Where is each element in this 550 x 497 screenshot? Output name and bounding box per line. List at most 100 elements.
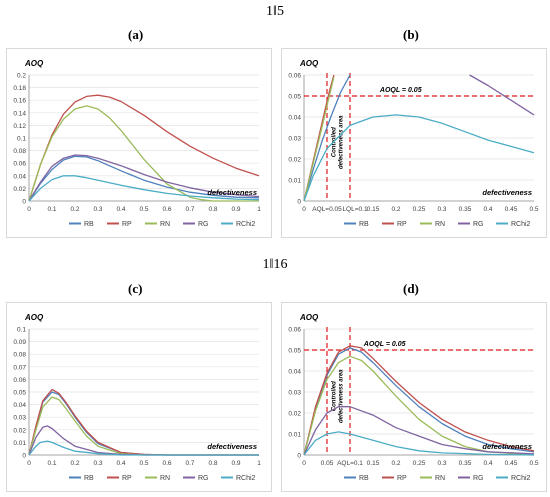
y-tick-label: 0.06 — [288, 73, 301, 80]
aql-tick-label: AQL=0.05 — [312, 206, 342, 213]
y-tick-label: 0 — [297, 199, 301, 206]
y-tick-label: 0 — [297, 453, 301, 460]
y-tick-label: 0 — [22, 453, 26, 460]
y-tick-label: 0.03 — [13, 415, 26, 422]
x-axis-title: defectiveness — [482, 442, 532, 451]
y-tick-label: 0.01 — [13, 440, 26, 447]
x-tick-label: 0.45 — [505, 460, 518, 467]
x-tick-label: 0.3 — [437, 206, 446, 213]
y-tick-label: 0.04 — [288, 115, 301, 122]
x-tick-label: 1 — [257, 460, 261, 467]
legend-label-rchi2: RChi2 — [511, 221, 531, 228]
y-tick-label: 0.02 — [13, 427, 26, 434]
series-line-rchi2 — [303, 431, 535, 456]
y-tick-label: 0.01 — [288, 432, 301, 439]
y-tick-label: 0.04 — [288, 369, 301, 376]
x-tick-label: 0.2 — [70, 460, 79, 467]
x-tick-label: 1 — [257, 206, 261, 213]
y-tick-label: 0.01 — [288, 178, 301, 185]
y-tick-label: 0.04 — [13, 173, 26, 180]
legend-label-rb: RB — [359, 221, 369, 228]
legend-label-rp: RP — [122, 475, 132, 482]
x-tick-label: 0.45 — [505, 206, 518, 213]
legend-label-rn: RN — [160, 475, 170, 482]
legend-label-rg: RG — [198, 221, 209, 228]
series-line-rg — [469, 74, 535, 116]
x-tick-label: 0.3 — [93, 206, 102, 213]
legend-label-rb: RB — [359, 475, 369, 482]
lql-tick-label: LQL=0.1 — [342, 206, 368, 213]
series-line-rn — [303, 76, 335, 202]
series-line-rp — [28, 94, 260, 202]
legend-label-rg: RG — [473, 475, 484, 482]
y-tick-label: 0.18 — [13, 85, 26, 92]
y-tick-label: 0.12 — [13, 123, 26, 130]
x-tick-label: 0 — [27, 206, 31, 213]
y-tick-label: 0.08 — [13, 148, 26, 155]
controlled-area-line: Controlled — [332, 381, 338, 411]
series-line-rchi2 — [28, 440, 259, 456]
x-tick-label: 0.35 — [459, 460, 472, 467]
panel-label-c: (c) — [128, 281, 143, 296]
aql-tick-label: AQL=0.1 — [337, 460, 363, 467]
series-line-rp — [303, 345, 535, 456]
x-tick-label: 0.3 — [93, 460, 102, 467]
header-bottom: 1‖16 — [262, 257, 288, 272]
x-tick-label: 0.1 — [47, 460, 56, 467]
y-axis-title: AOQ — [24, 59, 44, 68]
legend-label-rg: RG — [473, 221, 484, 228]
chart-b: 0 0.01 0.02 0.03 0.04 0.05 0.06 0 0.15 0.2 0.25 0.3… — [281, 48, 547, 238]
legend-label-rn: RN — [435, 475, 445, 482]
x-tick-label: 0.9 — [231, 460, 240, 467]
x-tick-label: 0.4 — [116, 460, 125, 467]
y-axis-title: AOQ — [299, 313, 319, 322]
legend-label-rchi2: RChi2 — [236, 475, 256, 482]
y-tick-label: 0.05 — [13, 390, 26, 397]
legend-label-rb: RB — [84, 475, 94, 482]
series-line-rg — [303, 406, 535, 456]
x-axis-title: defectiveness — [207, 188, 257, 197]
controlled-area-line: Controlled — [332, 127, 338, 157]
x-tick-label: 0.3 — [437, 460, 446, 467]
x-tick-label: 0.4 — [483, 206, 492, 213]
legend-label-rn: RN — [160, 221, 170, 228]
panel-label-d: (d) — [403, 281, 419, 296]
x-tick-label: 0.7 — [185, 460, 194, 467]
legend-label-rn: RN — [435, 221, 445, 228]
series-line-rn — [28, 105, 259, 202]
y-tick-label: 0.06 — [13, 161, 26, 168]
series-line-rchi2 — [303, 114, 535, 202]
y-tick-label: 0.02 — [13, 186, 26, 193]
aoql-label: AOQL = 0.05 — [363, 341, 406, 348]
legend-label-rchi2: RChi2 — [236, 221, 256, 228]
y-tick-label: 0.06 — [13, 377, 26, 384]
series-line-rchi2 — [28, 175, 260, 202]
x-tick-label: 0.2 — [391, 460, 400, 467]
y-tick-label: 0.16 — [13, 98, 26, 105]
legend-label-rp: RP — [397, 475, 407, 482]
legend-label-rp: RP — [397, 221, 407, 228]
y-tick-label: 0.05 — [288, 348, 301, 355]
panel-label-b: (b) — [403, 27, 419, 42]
x-tick-label: 0.5 — [139, 206, 148, 213]
controlled-area-line: defectiveness area — [339, 115, 345, 169]
x-tick-label: 0.25 — [413, 460, 426, 467]
y-tick-label: 0.04 — [13, 402, 26, 409]
x-tick-label: 0.25 — [413, 206, 426, 213]
y-tick-label: 0.09 — [13, 339, 26, 346]
y-tick-label: 0.05 — [288, 94, 301, 101]
y-tick-label: 0.1 — [17, 136, 26, 143]
y-tick-label: 0.07 — [13, 364, 26, 371]
legend-label-rp: RP — [122, 221, 132, 228]
series-line-rn — [303, 355, 535, 456]
x-tick-label: 0.8 — [208, 206, 217, 213]
y-tick-label: 0.14 — [13, 110, 26, 117]
x-tick-label: 0.8 — [208, 460, 217, 467]
x-tick-label: 0.5 — [529, 206, 538, 213]
x-tick-label: 0.6 — [162, 460, 171, 467]
y-tick-label: 0.03 — [288, 136, 301, 143]
controlled-area-label: Controlleddefectiveness area — [332, 369, 345, 423]
chart-d: 0 0.01 0.02 0.03 0.04 0.05 0.06 0 0.05 0.15 0.2 0.2… — [281, 302, 547, 492]
series-line-rb — [303, 347, 535, 456]
x-tick-label: 0.05 — [321, 460, 334, 467]
